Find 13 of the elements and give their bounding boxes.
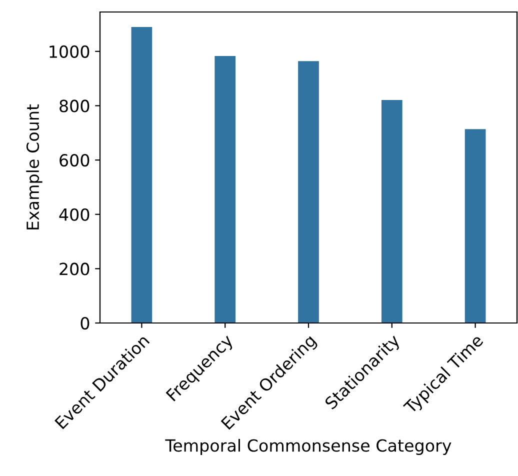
bar [381,100,402,323]
bar [214,56,236,323]
y-tick-label: 200 [60,262,90,276]
bar [298,61,319,323]
y-tick-label: 400 [59,208,90,221]
y-tick-label: 800 [60,100,90,112]
bar [464,129,486,323]
y-tick-label: 600 [60,154,90,167]
bar [131,26,152,323]
y-axis-title: Example Count [26,104,42,230]
x-axis-title: Temporal Commonsense Category [165,438,452,456]
y-tick-label: 1000 [50,45,90,58]
y-tick-label: 0 [80,316,90,330]
